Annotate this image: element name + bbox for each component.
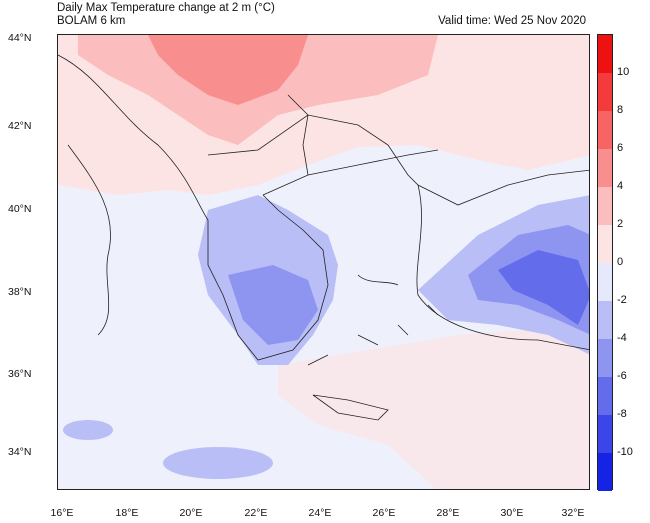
- lon-label-30: 30°E: [500, 507, 524, 519]
- colorbar-swatch: [598, 339, 612, 377]
- cool-patch-south: [163, 447, 273, 479]
- map-title: Daily Max Temperature change at 2 m (°C)…: [57, 2, 275, 28]
- colorbar-label: -2: [617, 294, 627, 306]
- colorbar-label: 2: [617, 218, 624, 230]
- temperature-field-map: [58, 35, 589, 489]
- colorbar-label: 10: [617, 66, 630, 78]
- lon-label-32: 32°E: [561, 507, 585, 519]
- lon-label-22: 22°E: [244, 507, 268, 519]
- colorbar-swatch: [598, 149, 612, 187]
- lat-label-44: 44°N: [8, 32, 32, 44]
- colorbar-swatch: [598, 225, 612, 263]
- colorbar-label: -10: [617, 446, 633, 458]
- lat-label-40: 40°N: [8, 203, 32, 215]
- colorbar-label: 8: [617, 104, 624, 116]
- lat-label-34: 34°N: [8, 446, 32, 458]
- title-line-2: BOLAM 6 km: [57, 15, 126, 27]
- colorbar-label: -6: [617, 370, 627, 382]
- colorbar: [597, 34, 613, 491]
- colorbar-swatch: [598, 111, 612, 149]
- map-panel[interactable]: [57, 34, 590, 490]
- colorbar-label: -8: [617, 408, 627, 420]
- lon-label-24: 24°E: [308, 507, 332, 519]
- lat-label-38: 38°N: [8, 286, 32, 298]
- lon-label-16: 16°E: [50, 507, 74, 519]
- colorbar-label: 4: [617, 180, 624, 192]
- colorbar-swatch: [598, 415, 612, 453]
- colorbar-swatch: [598, 377, 612, 415]
- warm-anomaly-south: [278, 325, 589, 489]
- colorbar-swatch: [598, 263, 612, 301]
- lon-label-18: 18°E: [115, 507, 139, 519]
- colorbar-label: 0: [617, 256, 624, 268]
- lat-label-36: 36°N: [8, 368, 32, 380]
- lat-label-42: 42°N: [8, 120, 32, 132]
- coastlines-borders: [58, 54, 589, 421]
- warm-anomaly-strong: [148, 35, 308, 105]
- colorbar-label: 6: [617, 142, 624, 154]
- lon-label-20: 20°E: [179, 507, 203, 519]
- colorbar-swatch: [598, 187, 612, 225]
- valid-time: Valid time: Wed 25 Nov 2020: [438, 15, 586, 27]
- title-line-1: Daily Max Temperature change at 2 m (°C): [57, 2, 275, 14]
- colorbar-swatch: [598, 73, 612, 111]
- colorbar-label: -4: [617, 332, 627, 344]
- cool-patch-southwest: [63, 420, 113, 440]
- cool-anomaly-peloponnese: [228, 265, 318, 345]
- lon-label-26: 26°E: [372, 507, 396, 519]
- cool-anomaly-anatolia-core: [498, 250, 589, 325]
- colorbar-swatch: [598, 35, 612, 73]
- colorbar-swatch: [598, 453, 612, 491]
- colorbar-swatch: [598, 301, 612, 339]
- lon-label-28: 28°E: [436, 507, 460, 519]
